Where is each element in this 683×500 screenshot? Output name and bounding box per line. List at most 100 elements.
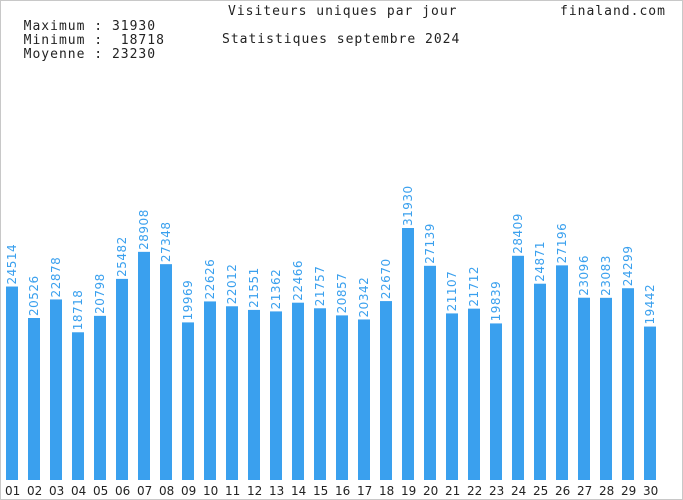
value-label-03: 22878 (49, 257, 63, 298)
day-label-08: 08 (159, 484, 174, 498)
value-label-05: 20798 (93, 273, 107, 314)
max-sep: : (94, 19, 104, 34)
value-label-26: 27196 (555, 223, 569, 264)
day-label-14: 14 (291, 484, 306, 498)
value-label-12: 21551 (247, 267, 261, 308)
min-sep: : (94, 33, 104, 48)
max-stat: Maximum : 31930 (6, 4, 156, 34)
value-label-23: 19839 (489, 281, 503, 322)
day-label-12: 12 (247, 484, 262, 498)
day-label-18: 18 (379, 484, 394, 498)
value-label-21: 21107 (445, 271, 459, 312)
bar-22 (468, 308, 480, 480)
bar-26 (556, 265, 568, 480)
bar-10 (204, 301, 216, 480)
day-label-15: 15 (313, 484, 328, 498)
value-label-04: 18718 (71, 290, 85, 331)
avg-label: Moyenne (23, 47, 86, 62)
bar-17 (358, 319, 370, 480)
bar-01 (6, 286, 18, 480)
bar-20 (424, 265, 436, 480)
day-label-13: 13 (269, 484, 284, 498)
bar-16 (336, 315, 348, 480)
value-label-02: 20526 (27, 275, 41, 316)
value-label-30: 19442 (643, 284, 657, 325)
day-label-07: 07 (137, 484, 152, 498)
day-label-02: 02 (27, 484, 42, 498)
site-name: finaland.com (560, 4, 666, 19)
min-stat: Minimum : 18718 (6, 18, 165, 48)
value-label-10: 22626 (203, 259, 217, 300)
value-label-08: 27348 (159, 221, 173, 262)
min-label: Minimum (23, 33, 86, 48)
bar-19 (402, 228, 414, 480)
day-label-03: 03 (49, 484, 64, 498)
bar-07 (138, 251, 150, 480)
bar-05 (94, 315, 106, 480)
value-label-07: 28908 (137, 209, 151, 250)
day-label-04: 04 (71, 484, 86, 498)
bar-30 (644, 326, 656, 480)
chart-title: Visiteurs uniques par jour (228, 4, 458, 19)
day-label-30: 30 (643, 484, 658, 498)
value-label-15: 21757 (313, 266, 327, 307)
day-label-23: 23 (489, 484, 504, 498)
day-label-22: 22 (467, 484, 482, 498)
day-label-19: 19 (401, 484, 416, 498)
value-label-20: 27139 (423, 223, 437, 264)
bar-12 (248, 309, 260, 480)
bar-29 (622, 288, 634, 480)
day-label-09: 09 (181, 484, 196, 498)
day-label-27: 27 (577, 484, 592, 498)
day-label-10: 10 (203, 484, 218, 498)
day-label-21: 21 (445, 484, 460, 498)
max-label: Maximum (23, 19, 86, 34)
bar-04 (72, 332, 84, 480)
day-label-16: 16 (335, 484, 350, 498)
avg-sep: : (94, 47, 104, 62)
day-label-28: 28 (599, 484, 614, 498)
bar-28 (600, 297, 612, 480)
avg-value: 23230 (111, 47, 157, 62)
day-label-24: 24 (511, 484, 526, 498)
bar-11 (226, 306, 238, 480)
bar-21 (446, 313, 458, 480)
day-label-26: 26 (555, 484, 570, 498)
value-label-27: 23096 (577, 255, 591, 296)
value-label-16: 20857 (335, 273, 349, 314)
bar-23 (490, 323, 502, 480)
value-label-29: 24299 (621, 246, 635, 287)
day-label-25: 25 (533, 484, 548, 498)
value-label-24: 28409 (511, 213, 525, 254)
value-label-17: 20342 (357, 277, 371, 318)
value-label-19: 31930 (401, 185, 415, 226)
min-value: 18718 (120, 33, 165, 48)
max-value: 31930 (111, 19, 157, 34)
value-label-11: 22012 (225, 264, 239, 305)
value-label-06: 25482 (115, 236, 129, 277)
chart-subtitle: Statistiques septembre 2024 (222, 32, 461, 47)
value-label-01: 24514 (5, 244, 19, 285)
bar-14 (292, 302, 304, 480)
day-label-05: 05 (93, 484, 108, 498)
bar-09 (182, 322, 194, 480)
bar-18 (380, 301, 392, 480)
value-label-22: 21712 (467, 266, 481, 307)
day-label-20: 20 (423, 484, 438, 498)
bar-25 (534, 283, 546, 480)
value-label-18: 22670 (379, 258, 393, 299)
bar-24 (512, 255, 524, 480)
bar-27 (578, 297, 590, 480)
bar-15 (314, 308, 326, 480)
value-label-09: 19969 (181, 280, 195, 321)
day-label-29: 29 (621, 484, 636, 498)
bar-13 (270, 311, 282, 480)
bar-08 (160, 264, 172, 480)
value-label-28: 23083 (599, 255, 613, 296)
day-label-17: 17 (357, 484, 372, 498)
day-label-06: 06 (115, 484, 130, 498)
bar-03 (50, 299, 62, 480)
value-label-14: 22466 (291, 260, 305, 301)
value-label-13: 21362 (269, 269, 283, 310)
